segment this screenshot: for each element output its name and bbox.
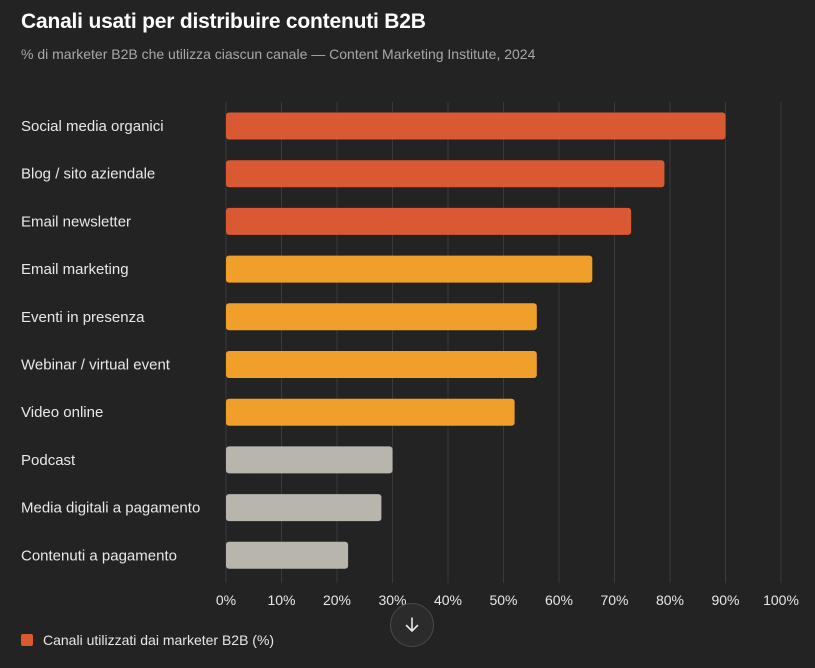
bar	[226, 207, 632, 235]
category-label: Blog / sito aziendale	[21, 166, 155, 183]
chart-title: Canali usati per distribuire contenuti B…	[21, 10, 426, 33]
bar	[226, 541, 349, 569]
bar	[226, 112, 726, 140]
legend-label: Canali utilizzati dai marketer B2B (%)	[43, 632, 275, 648]
x-tick-label: 40%	[434, 592, 462, 608]
chart-subtitle: % di marketer B2B che utilizza ciascun c…	[21, 46, 536, 62]
scroll-down-button[interactable]	[390, 603, 434, 647]
category-label: Media digitali a pagamento	[21, 500, 200, 517]
arrow-down-icon	[405, 617, 419, 632]
x-tick-label: 10%	[267, 592, 295, 608]
x-tick-label: 0%	[216, 592, 236, 608]
x-tick-label: 80%	[656, 592, 684, 608]
category-label: Email marketing	[21, 261, 129, 278]
legend: Canali utilizzati dai marketer B2B (%)	[21, 632, 274, 648]
category-label: Eventi in presenza	[21, 309, 145, 326]
legend-swatch	[21, 634, 33, 646]
category-label: Video online	[21, 404, 103, 421]
x-tick-label: 70%	[600, 592, 628, 608]
x-tick-label: 20%	[323, 592, 351, 608]
x-tick-label: 50%	[489, 592, 517, 608]
category-label: Podcast	[21, 452, 76, 469]
bar	[226, 351, 537, 378]
bar	[226, 446, 393, 474]
x-tick-label: 90%	[711, 592, 739, 608]
bar	[226, 160, 665, 188]
category-label: Contenuti a pagamento	[21, 547, 177, 564]
x-tick-label: 100%	[763, 592, 799, 608]
bar	[226, 398, 515, 426]
category-label: Webinar / virtual event	[21, 357, 171, 374]
category-label: Email newsletter	[21, 213, 131, 230]
bar	[226, 494, 382, 522]
bar	[226, 303, 537, 331]
x-tick-label: 60%	[545, 592, 573, 608]
category-label: Social media organici	[21, 118, 164, 135]
bar	[226, 255, 593, 283]
x-tick-label: 30%	[378, 592, 406, 608]
